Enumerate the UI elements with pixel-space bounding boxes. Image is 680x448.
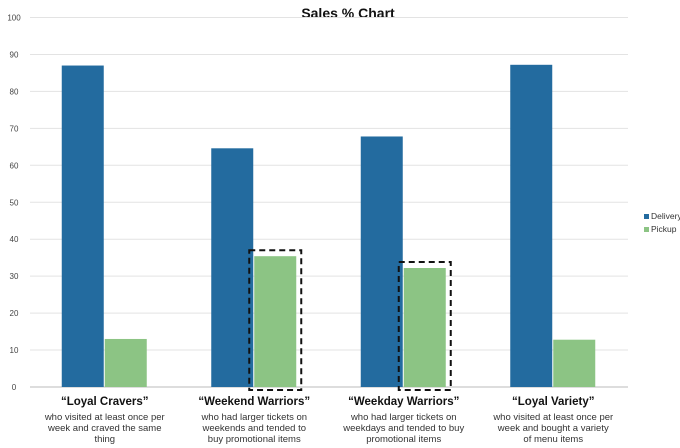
category-label: “Weekend Warriors”: [198, 396, 310, 408]
y-tick-label: 40: [10, 235, 19, 244]
category-label: “Loyal Cravers”: [61, 396, 149, 408]
bar-delivery: [61, 65, 104, 387]
legend-swatch: [644, 214, 649, 219]
bar-pickup: [403, 268, 446, 387]
category-description: buy promotional items: [208, 434, 301, 445]
category-description: week and bought a variety: [497, 423, 609, 434]
category-description: weekends and tended to: [201, 423, 306, 434]
highlight-boxes: [248, 249, 452, 391]
y-tick-label: 50: [10, 198, 19, 207]
chart-title: Sales % Chart: [301, 5, 395, 21]
category-label: “Weekday Warriors”: [348, 396, 459, 408]
y-tick-label: 70: [10, 124, 19, 133]
y-tick-label: 10: [10, 346, 19, 355]
y-tick-label: 0: [12, 383, 17, 392]
legend-swatch: [644, 227, 649, 232]
bar-pickup: [553, 339, 596, 387]
category-description: who visited at least once per: [492, 412, 613, 423]
bar-delivery: [211, 148, 254, 387]
bar-delivery: [360, 136, 403, 387]
category-description: promotional items: [366, 434, 441, 445]
category-description: weekdays and tended to buy: [342, 423, 464, 434]
category-description: thing: [94, 434, 115, 445]
bars: [61, 64, 596, 388]
category-description: of menu items: [523, 434, 583, 445]
bar-delivery: [510, 64, 553, 388]
y-tick-label: 30: [10, 272, 19, 281]
category-description: who had larger tickets on: [350, 412, 457, 423]
y-axis-ticks: 0 10 20 30 40 50 60 70 80 90 100: [7, 14, 21, 393]
x-axis-labels: “Loyal Cravers” who visited at least once…: [44, 396, 613, 445]
y-tick-label: 90: [10, 50, 19, 59]
bar-pickup: [104, 338, 147, 387]
category-description: who had larger tickets on: [200, 412, 307, 423]
legend-label: Pickup: [651, 224, 677, 234]
y-tick-label: 20: [10, 309, 19, 318]
y-tick-label: 60: [10, 161, 19, 170]
category-label: “Loyal Variety”: [512, 396, 594, 408]
y-tick-label: 80: [10, 87, 19, 96]
bar-pickup: [254, 256, 297, 387]
legend: Delivery Pickup: [644, 211, 680, 234]
highlight-box: [397, 261, 452, 391]
legend-label: Delivery: [651, 211, 680, 221]
category-description: who visited at least once per: [44, 412, 165, 423]
category-description: week and craved the same: [47, 423, 162, 434]
highlight-box: [248, 249, 303, 391]
y-tick-label: 100: [7, 14, 21, 23]
